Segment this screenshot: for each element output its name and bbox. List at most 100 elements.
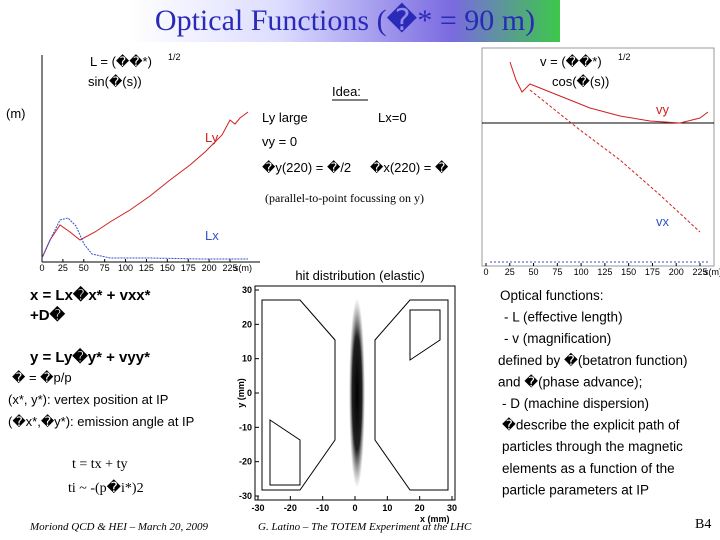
tick-label: 200: [669, 267, 684, 277]
idea-line: �x(220) = �: [370, 160, 449, 175]
tick-label: 50: [79, 263, 89, 273]
note-line: defined by �(betatron function): [498, 352, 687, 368]
note-line: particles through the magnetic: [502, 439, 683, 454]
idea-line: Lx=0: [378, 110, 407, 125]
tick-label: 10: [382, 503, 392, 513]
tick-label: 125: [597, 267, 612, 277]
equations: x = Lx�x* + vxx*+D� y = Ly�y* + vyy* � = �…: [8, 285, 194, 496]
tick-label: -10: [239, 422, 252, 432]
curve-vy: [509, 61, 709, 124]
idea-line: (parallel-to-point focussing on y): [265, 191, 424, 205]
formula: sin(�(s)): [88, 74, 142, 89]
tick-label: 175: [181, 263, 196, 273]
footer-center: G. Latino – The TOTEM Experiment at the …: [258, 521, 472, 533]
tick-label: 0: [39, 263, 44, 273]
exponent: 1/2: [168, 52, 181, 62]
axis-label: s(m): [704, 267, 720, 277]
formula: L = (��*): [90, 54, 152, 69]
note-line: elements as a function of the: [502, 461, 675, 476]
note-line: particle parameters at IP: [502, 482, 649, 497]
left-plot: L = (��*) 1/2 sin(�(s)) (m) Ly Lx 0 25 50 7…: [6, 52, 260, 273]
formula: v = (��*): [540, 54, 602, 69]
tick-label: 0: [247, 388, 252, 398]
tick-label: 75: [552, 267, 562, 277]
tick-label: 10: [242, 354, 252, 364]
curve-vx-red: [529, 89, 701, 233]
tick-label: 20: [415, 503, 425, 513]
equation-line: +D�: [30, 305, 66, 324]
tick-label: 150: [621, 267, 636, 277]
idea-line: vy = 0: [262, 134, 297, 149]
tick-label: 175: [645, 267, 660, 277]
curve-lx: [41, 217, 248, 260]
equation-line: (�x*,�y*): emission angle at IP: [8, 414, 194, 429]
x-label: x (mm): [420, 514, 450, 524]
curve-ly: [41, 111, 249, 259]
note-line: - v (magnification): [504, 331, 611, 346]
page-number: B4: [695, 517, 711, 532]
outline: [269, 419, 301, 486]
equation-line: t = tx + ty: [72, 457, 127, 472]
tick-label: 200: [202, 263, 217, 273]
equation-line: ti ~ -(p�i*)2: [68, 479, 144, 496]
equation-line: x = Lx�x* + vxx*: [30, 285, 151, 304]
equation-line: � = �p/p: [12, 370, 72, 385]
tick-label: 225: [222, 263, 237, 273]
tick-label: 100: [574, 267, 589, 277]
title: Optical Functions (�* = 90 m): [155, 2, 535, 37]
y-label: y (mm): [236, 378, 246, 408]
formula: cos(�(s)): [552, 74, 609, 89]
tick-label: 125: [139, 263, 154, 273]
tick-label: -20: [239, 457, 252, 467]
right-plot: v = (��*) 1/2 cos(�(s)) vy vx 0 25 50 75 100…: [481, 47, 720, 277]
note-line: Optical functions:: [500, 288, 604, 303]
note-line: and �(phase advance);: [498, 373, 642, 389]
ticks: 30 20 10 0 -10 -20 -30 -30 -20 -10 0 10 20 30: [239, 285, 457, 513]
note-line: - D (machine dispersion): [502, 396, 649, 411]
tick-label: -10: [316, 503, 329, 513]
notes: Optical functions: - L (effective length)…: [498, 288, 687, 497]
tick-label: -30: [251, 503, 264, 513]
curve-label: Ly: [205, 130, 219, 145]
equation-line: y = Ly�y* + vyy*: [30, 347, 150, 366]
idea-heading: Idea:: [332, 84, 361, 99]
tick-label: 30: [242, 285, 252, 295]
tick-label: -20: [284, 503, 297, 513]
outline: [374, 299, 449, 491]
frame: [481, 47, 715, 267]
tick-label: 50: [529, 267, 539, 277]
outline: [261, 299, 336, 491]
scatter-plot: hit distribution (elastic) y (mm) x (mm)…: [236, 268, 457, 524]
idea-line: �y(220) = �/2: [262, 160, 351, 175]
tick-label: 30: [447, 503, 457, 513]
note-line: - L (effective length): [504, 310, 623, 325]
curve-label: vx: [656, 214, 670, 229]
tick-label: 25: [58, 263, 68, 273]
tick-label: 0: [352, 503, 357, 513]
axis-label: s(m): [234, 263, 252, 273]
idea-line: Ly large: [262, 110, 308, 125]
tick-label: 0: [483, 267, 488, 277]
note-line: �describe the explicit path of: [502, 417, 680, 433]
unit: (m): [6, 106, 26, 121]
tick-label: 100: [118, 263, 133, 273]
tick-label: 150: [160, 263, 175, 273]
title-band: [130, 0, 560, 42]
curve-label: vy: [656, 102, 670, 117]
equation-line: (x*, y*): vertex position at IP: [8, 392, 168, 407]
footer-left: Moriond QCD & HEI – March 20, 2009: [29, 521, 209, 533]
outline: [409, 309, 441, 361]
curve-label: Lx: [205, 228, 219, 243]
scatter-title: hit distribution (elastic): [295, 268, 424, 283]
tick-label: 20: [242, 319, 252, 329]
tick-label: 25: [505, 267, 515, 277]
hit-cluster: [349, 298, 365, 488]
tick-label: 75: [100, 263, 110, 273]
exponent: 1/2: [618, 52, 631, 62]
tick-label: 225: [692, 267, 707, 277]
idea: Ly large Lx=0 vy = 0 �y(220) = �/2 �x(220) =…: [262, 110, 449, 205]
tick-label: -30: [239, 491, 252, 501]
